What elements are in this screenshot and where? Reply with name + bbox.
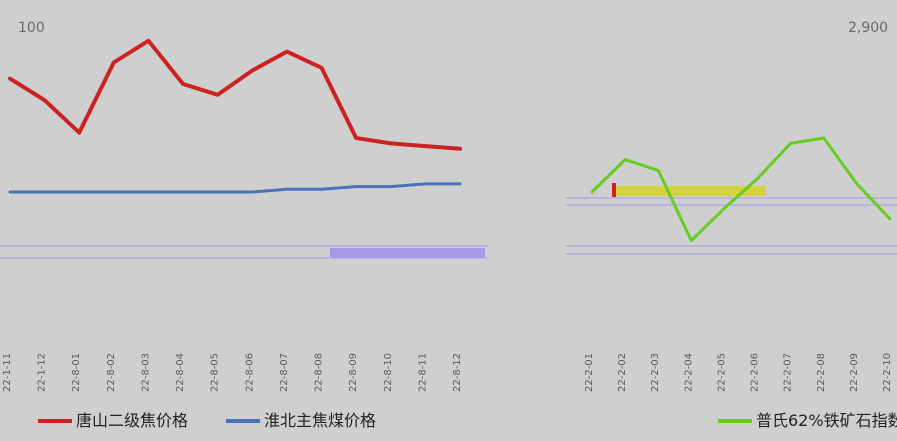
right-y-tick-label: 2,900 [848, 20, 888, 36]
legend-label-2: 淮北主焦煤价格 [264, 411, 376, 430]
right-plot-area [560, 0, 897, 325]
right-x-tick-label-10: 22-2-10 [882, 353, 893, 392]
left-x-tick-label-1: 22-1-11 [2, 353, 13, 392]
legend-label-1: 唐山二级焦价格 [76, 411, 188, 430]
right-x-tick-label-2: 22-2-02 [617, 353, 628, 392]
right-red-marker [612, 183, 616, 197]
left-x-tick-label-14: 22-8-12 [452, 353, 463, 392]
right-x-tick-label-7: 22-2-07 [783, 353, 794, 392]
left-x-tick-label-5: 22-8-03 [140, 353, 151, 392]
left-chart: 100 [0, 0, 500, 325]
left-x-tick-label-12: 22-8-10 [383, 353, 394, 392]
right-x-tick-label-3: 22-2-03 [650, 353, 661, 392]
right-series-line-1 [590, 136, 892, 243]
left-purple-fill [330, 248, 485, 258]
right-x-tick-label-5: 22-2-05 [716, 353, 727, 392]
right-x-tick-label-8: 22-2-08 [816, 353, 827, 392]
right-x-tick-label-4: 22-2-04 [683, 353, 694, 392]
right-x-tick-label-1: 22-2-01 [584, 353, 595, 392]
left-x-tick-label-10: 22-8-08 [314, 353, 325, 392]
right-yellow-band [616, 186, 766, 196]
left-plot-area [0, 0, 500, 325]
right-chart: 2,900 [560, 0, 897, 325]
right-x-tick-label-6: 22-2-06 [750, 353, 761, 392]
left-x-tick-label-8: 22-8-06 [244, 353, 255, 392]
legend-label-3: 普氏62%铁矿石指数 [756, 411, 897, 430]
left-y-tick-label: 100 [18, 20, 45, 36]
left-x-tick-label-6: 22-8-04 [175, 353, 186, 392]
left-x-tick-label-4: 22-8-02 [106, 353, 117, 392]
left-x-tick-label-13: 22-8-11 [417, 353, 428, 392]
left-x-tick-label-7: 22-8-05 [210, 353, 221, 392]
left-x-tick-label-9: 22-8-07 [279, 353, 290, 392]
left-series-line-1 [8, 38, 462, 151]
left-marks: 22-1-11 22-1-12 22-8-01 22-8-02 22-8-03 22-8-… [2, 38, 463, 392]
legend: 唐山二级焦价格 淮北主焦煤价格 普氏62%铁矿石指数 [38, 411, 897, 430]
left-x-tick-label-2: 22-1-12 [37, 353, 48, 392]
right-x-tick-label-9: 22-2-09 [849, 353, 860, 392]
left-series-line-2 [8, 182, 462, 194]
right-marks: 22-2-01 22-2-02 22-2-03 22-2-04 22-2-05 22-2-… [584, 136, 893, 392]
left-x-tick-label-11: 22-8-09 [348, 353, 359, 392]
left-x-tick-label-3: 22-8-01 [71, 353, 82, 392]
